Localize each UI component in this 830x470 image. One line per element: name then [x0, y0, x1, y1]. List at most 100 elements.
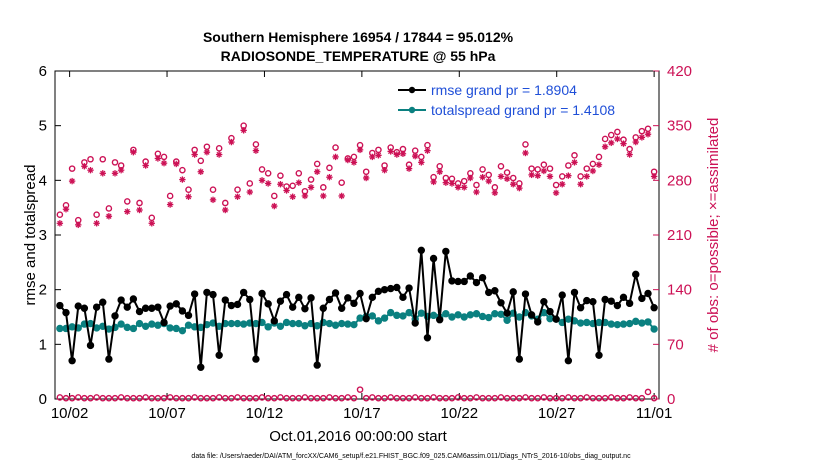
obs-assimilated-stroke: [516, 185, 523, 191]
rmse-point: [638, 294, 646, 303]
left-y-tick-label: 1: [39, 336, 47, 353]
obs-assimilated-stroke: [63, 206, 69, 212]
rmse-point: [386, 284, 395, 293]
obs-assimilated-point: [393, 151, 401, 158]
obs-possible-point: [264, 170, 272, 177]
totalspread-point: [356, 314, 364, 322]
plot-area: 0 1 2 3 4 5 6 0 70 140 210 280 350 420 10/02 10/07 10/12…: [39, 63, 692, 422]
obs-assimilated-stroke: [308, 184, 314, 191]
totalspread-point: [650, 325, 658, 333]
obs-possible-point: [215, 145, 223, 152]
obs-assimilated-point: [620, 140, 627, 147]
rmse-point: [270, 317, 278, 325]
totalspread-point: [227, 319, 236, 328]
obs-assimilated-stroke: [443, 179, 449, 186]
obs-assimilated-point: [510, 181, 517, 188]
obs-possible-point: [595, 153, 603, 161]
obs-assimilated-stroke: [69, 178, 75, 184]
obs-rejected-point: [215, 394, 223, 401]
obs-rejected-point: [203, 394, 211, 402]
rmse-point: [221, 296, 229, 304]
obs-assimilated-stroke: [228, 139, 235, 145]
rmse-point: [105, 355, 113, 363]
totalspread-point: [546, 314, 554, 323]
totalspread-point: [632, 317, 640, 326]
totalspread-point: [233, 319, 242, 328]
obs-assimilated-stroke: [400, 151, 406, 157]
obs-assimilated-point: [344, 156, 352, 164]
totalspread-point: [491, 310, 499, 318]
obs-possible-point: [277, 172, 284, 179]
right-y-tick-label: 280: [667, 172, 692, 189]
obs-rejected-point: [160, 394, 168, 402]
obs-assimilated-stroke: [381, 167, 388, 173]
rmse-point: [521, 290, 530, 298]
obs-possible-point: [479, 166, 486, 173]
obs-assimilated-stroke: [479, 174, 486, 180]
rmse-point: [368, 293, 377, 302]
obs-possible-point: [111, 159, 119, 166]
totalspread-point: [583, 318, 591, 327]
rmse-point: [478, 273, 487, 282]
obs-assimilated-point: [559, 181, 566, 188]
rmse-point: [491, 287, 499, 295]
rmse-point: [141, 304, 150, 312]
obs-assimilated-point: [142, 162, 149, 169]
left-y-axis-label: rmse and totalspread: [22, 165, 39, 306]
rmse-point: [466, 272, 475, 280]
obs-possible-point: [234, 186, 241, 194]
obs-assimilated-stroke: [210, 197, 216, 203]
obs-assimilated-stroke: [204, 149, 210, 155]
obs-rejected-point: [123, 394, 131, 402]
rmse-point: [203, 288, 211, 297]
obs-assimilated-stroke: [504, 176, 510, 182]
left-y-tick-label: 5: [39, 118, 47, 135]
obs-rejected-point: [497, 394, 505, 401]
obs-rejected-point: [620, 394, 627, 402]
obs-assimilated-stroke: [571, 159, 578, 166]
obs-assimilated-point: [222, 206, 229, 214]
totalspread-point: [386, 308, 395, 317]
obs-assimilated-point: [215, 151, 223, 158]
obs-possible-point: [252, 141, 260, 148]
obs-assimilated-stroke: [461, 184, 467, 191]
rmse-point: [644, 289, 652, 298]
obs-assimilated-stroke: [626, 151, 633, 158]
obs-rejected-point: [179, 394, 186, 402]
x-axis-label: Oct.01,2016 00:00:00 start: [269, 428, 447, 445]
obs-rejected-point: [546, 394, 554, 402]
obs-assimilated-point: [246, 188, 253, 196]
obs-assimilated-point: [203, 149, 211, 156]
obs-assimilated-point: [387, 148, 394, 155]
obs-assimilated-stroke: [332, 154, 339, 160]
obs-assimilated-stroke: [277, 181, 284, 187]
obs-rejected-point: [289, 394, 296, 402]
obs-possible-point: [491, 184, 499, 191]
obs-rejected-point: [234, 394, 241, 401]
rmse-point: [595, 351, 603, 359]
rmse-point: [442, 247, 450, 256]
obs-rejected-point: [99, 394, 107, 402]
obs-rejected-point: [252, 394, 260, 402]
obs-assimilated-stroke: [614, 136, 621, 142]
obs-assimilated-stroke: [596, 162, 602, 168]
obs-assimilated-point: [56, 220, 64, 227]
obs-assimilated-point: [154, 155, 162, 162]
legend-label-1: totalspread grand pr = 1.4108: [431, 102, 615, 118]
rmse-point: [325, 295, 334, 304]
totalspread-point: [466, 311, 475, 319]
obs-rejected-point: [650, 394, 658, 402]
rmse-point: [546, 307, 554, 316]
rmse-point: [99, 298, 107, 306]
obs-rejected-point: [172, 394, 180, 402]
obs-assimilated-point: [93, 220, 100, 227]
obs-possible-point: [362, 168, 370, 176]
obs-assimilated-point: [503, 175, 511, 182]
obs-assimilated-stroke: [375, 152, 382, 159]
rmse-point: [313, 361, 321, 369]
obs-assimilated-stroke: [473, 189, 480, 195]
obs-assimilated-stroke: [522, 150, 529, 156]
obs-assimilated-stroke: [57, 220, 63, 226]
rmse-point: [258, 289, 266, 298]
obs-possible-point: [589, 160, 597, 168]
